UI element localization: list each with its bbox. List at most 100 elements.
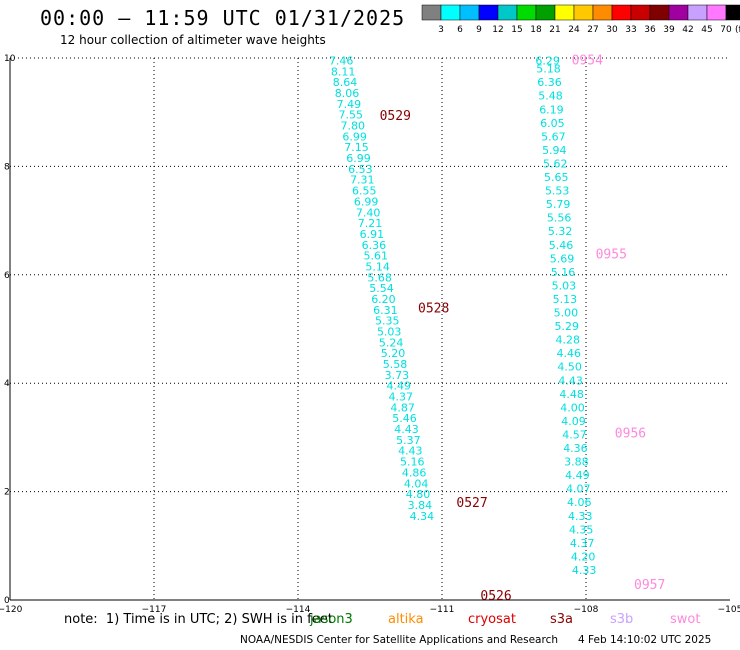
color-scale-tick-label: 30 — [606, 25, 618, 35]
wave-height-label: 4.48 — [559, 388, 584, 401]
wave-height-label: 6.99 — [346, 152, 371, 165]
color-scale-swatch — [535, 4, 556, 21]
y-tick-label: 10 — [4, 54, 16, 64]
color-scale-tick-label: 21 — [549, 25, 560, 35]
color-scale-tick-label: 33 — [625, 25, 636, 35]
plot-grid: −120 −117 −114 −111 −108 −105 0 2 4 6 8 10 — [0, 54, 740, 615]
wave-height-label: 5.65 — [544, 171, 569, 184]
wave-height-label: 6.19 — [539, 103, 564, 116]
wave-height-label: 4.43 — [394, 423, 419, 436]
wave-height-label: 5.20 — [381, 347, 406, 360]
y-tick-label: 6 — [4, 271, 10, 281]
wave-height-label: 5.16 — [400, 456, 425, 469]
color-scale-tick-label: 36 — [644, 25, 656, 35]
wave-height-label: 6.99 — [354, 195, 379, 208]
wave-height-label: 5.13 — [553, 293, 578, 306]
pass-time-label: 0954 — [572, 54, 603, 69]
wave-height-label: 5.16 — [551, 266, 576, 279]
wave-height-label: 6.20 — [371, 293, 396, 306]
color-scale-tick-label: 12 — [492, 25, 503, 35]
wave-height-label: 5.35 — [375, 315, 400, 328]
pass-time-label: 0526 — [480, 589, 511, 604]
color-scale-unit: (ft) — [735, 25, 740, 35]
wave-height-label: 5.61 — [364, 250, 389, 263]
wave-height-label: 5.54 — [369, 282, 394, 295]
wave-height-label: 4.46 — [556, 347, 581, 360]
wave-height-label: 6.31 — [373, 304, 398, 317]
y-tick-label: 4 — [4, 379, 10, 389]
wave-height-label: 5.14 — [365, 260, 390, 273]
wave-height-label: 3.73 — [385, 369, 410, 382]
y-tick-label: 8 — [4, 162, 10, 172]
satellite-legend-jason3: jason3 — [310, 612, 353, 627]
color-scale-tick-label: 45 — [701, 25, 712, 35]
wave-height-label: 4.33 — [572, 564, 597, 577]
wave-height-label: 7.49 — [337, 98, 362, 111]
color-scale-tick-label: 9 — [476, 25, 482, 35]
wave-height-label: 4.35 — [569, 523, 594, 536]
wave-height-label: 7.55 — [339, 109, 364, 122]
x-tick-label: −114 — [286, 605, 311, 615]
wave-height-label: 4.28 — [556, 334, 581, 347]
wave-height-label: 5.03 — [377, 326, 402, 339]
wave-height-label: 5.46 — [549, 239, 574, 252]
wave-height-label: 5.58 — [383, 358, 408, 371]
color-scale-swatch — [421, 4, 442, 21]
color-scale-tick-label: 15 — [511, 25, 522, 35]
wave-height-label: 4.49 — [565, 469, 590, 482]
color-scale-tick-label: 24 — [568, 25, 580, 35]
chart-title: 00:00 – 11:59 UTC 01/31/2025 — [40, 6, 406, 30]
wave-height-label: 5.62 — [543, 157, 568, 170]
wave-height-label: 7.31 — [350, 174, 375, 187]
wave-height-label: 4.36 — [563, 442, 588, 455]
chart-subtitle: 12 hour collection of altimeter wave hei… — [60, 33, 326, 47]
color-scale-tick-label: 6 — [457, 25, 463, 35]
y-tick-label: 2 — [4, 488, 10, 498]
wave-height-label: 4.80 — [406, 488, 431, 501]
wave-height-label: 4.20 — [571, 550, 596, 563]
color-scale-swatch — [459, 4, 480, 21]
wave-height-label: 4.57 — [562, 428, 587, 441]
color-scale-tick-label: 18 — [530, 25, 542, 35]
wave-height-label: 5.56 — [547, 212, 572, 225]
color-scale-swatch — [516, 4, 537, 21]
y-tick-label: 0 — [4, 596, 10, 606]
color-scale-tick-label: 39 — [663, 25, 675, 35]
pass-time-label: 0957 — [634, 578, 665, 593]
x-tick-label: −120 — [0, 605, 23, 615]
x-tick-label: −111 — [430, 605, 455, 615]
satellite-legend-s3b: s3b — [610, 612, 634, 627]
pass-time-label: 0956 — [615, 426, 646, 441]
wave-height-label: 4.09 — [561, 415, 586, 428]
wave-height-label: 7.21 — [358, 217, 383, 230]
wave-height-label: 4.37 — [388, 391, 413, 404]
pass-time-label: 0955 — [596, 248, 627, 263]
wave-height-label: 4.04 — [404, 477, 429, 490]
wave-height-label: 4.49 — [387, 380, 412, 393]
wave-height-label: 6.36 — [537, 76, 562, 89]
color-scale-tick-label: 70 — [720, 25, 732, 35]
wave-height-label: 6.91 — [360, 228, 385, 241]
pass-time-label: 0528 — [418, 302, 449, 317]
wave-height-label: 8.06 — [335, 87, 360, 100]
wave-height-label: 7.80 — [340, 120, 365, 133]
wave-height-label: 3.88 — [564, 456, 589, 469]
color-scale-swatch — [573, 4, 594, 21]
color-scale-swatch — [554, 4, 575, 21]
wave-height-label: 7.15 — [344, 141, 369, 154]
plot-axes — [9, 58, 730, 601]
wave-height-label: 5.29 — [555, 320, 580, 333]
wave-height-label: 4.33 — [568, 510, 593, 523]
color-scale-swatch — [497, 4, 518, 21]
satellite-legend-cryosat: cryosat — [468, 612, 516, 627]
color-scale-swatch — [611, 4, 632, 21]
wave-height-label: 4.00 — [560, 401, 585, 414]
wave-height-label: 7.40 — [356, 206, 381, 219]
wave-height-label: 8.11 — [331, 65, 356, 78]
wave-height-label: 6.53 — [348, 163, 373, 176]
wave-height-label: 4.87 — [390, 401, 415, 414]
wave-height-label: 3.84 — [408, 499, 433, 512]
wave-height-label: 5.68 — [367, 271, 392, 284]
